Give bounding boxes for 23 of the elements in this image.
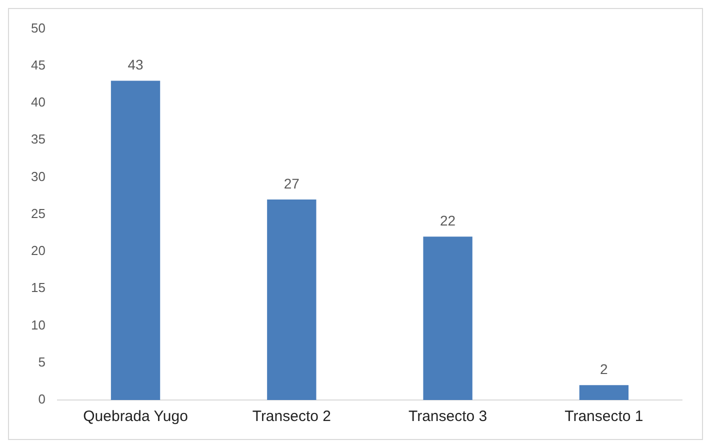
data-label: 43 [128,56,144,73]
y-tick-label: 0 [38,392,46,407]
x-tick-label: Transecto 1 [564,408,644,426]
y-tick-label: 10 [30,317,46,332]
x-tick-label: Transecto 2 [252,408,331,426]
y-tick-label: 45 [30,58,46,72]
y-tick-label: 20 [30,243,46,258]
data-label: 22 [440,212,456,229]
x-tick-label: Transecto 3 [408,408,488,426]
y-tick-label: 40 [30,94,46,110]
y-tick-label: 25 [30,206,46,221]
data-label: 2 [600,361,608,378]
x-tick-label: Quebrada Yugo [83,408,188,426]
data-label: 27 [284,175,300,192]
bar [423,236,472,400]
y-tick-label: 30 [30,168,46,184]
bar [267,200,316,400]
bar [110,80,160,400]
y-tick-label: 15 [30,280,46,296]
y-tick-label: 50 [30,20,46,36]
bar [579,385,629,400]
y-tick-label: 35 [30,132,46,147]
y-tick-label: 5 [38,354,46,370]
